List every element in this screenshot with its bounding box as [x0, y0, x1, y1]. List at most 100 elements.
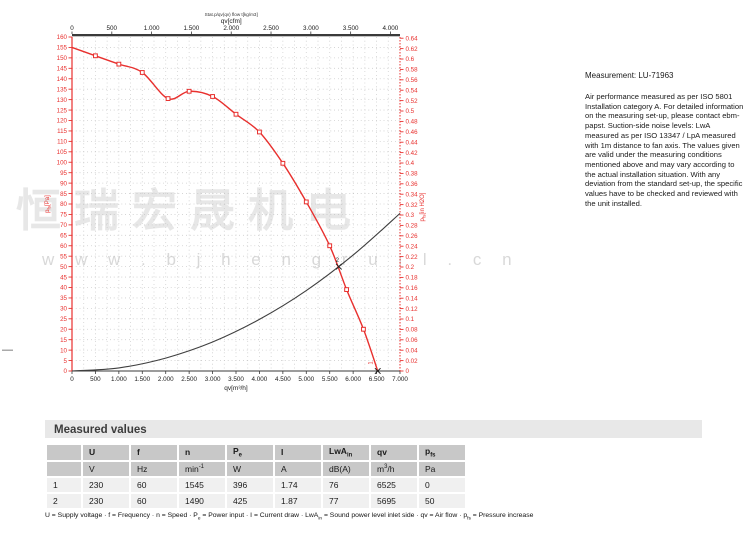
left-tick-label: 140	[57, 76, 68, 83]
left-tick-label: 10	[60, 347, 67, 354]
table-cell: 76	[323, 477, 369, 492]
right-tick-label: 0.52	[406, 98, 419, 105]
left-tick-label: 85	[60, 191, 67, 198]
top-tick-label: 2.000	[223, 25, 239, 32]
bottom-tick-label: 5.000	[298, 376, 314, 383]
bottom-tick-label: 3.500	[228, 376, 244, 383]
left-tick-label: 150	[57, 55, 68, 62]
measurement-note: Measurement: LU-71963 Air performance me…	[585, 71, 745, 209]
bottom-tick-label: 3.000	[205, 376, 221, 383]
curve-marker	[280, 160, 286, 166]
column-header: U	[83, 445, 129, 460]
left-tick-label: 95	[60, 170, 67, 177]
table-cell: 50	[419, 493, 465, 508]
left-tick-label: 20	[60, 326, 67, 333]
measurement-disclaimer: Air performance measured as per ISO 5801…	[585, 92, 744, 208]
unit-header: W	[227, 461, 273, 476]
right-tick-label: 0.56	[406, 77, 419, 84]
left-tick-label: 30	[60, 306, 67, 313]
left-tick-label: 160	[57, 34, 68, 41]
unit-header: m3/h	[371, 461, 417, 476]
right-tick-label: 0.28	[406, 223, 419, 230]
left-tick-label: 45	[60, 274, 67, 281]
table-cell: 0	[419, 477, 465, 492]
curve-marker	[186, 88, 192, 94]
left-tick-label: 5	[64, 358, 68, 365]
right-tick-label: 0.3	[406, 212, 415, 219]
table-cell: 1.74	[275, 477, 321, 492]
left-axis-title: pfs[Pa]	[45, 195, 51, 213]
left-tick-label: 105	[57, 149, 68, 156]
section-title: Measured values	[54, 424, 147, 436]
left-tick-label: 110	[57, 139, 67, 146]
left-tick-label: 125	[57, 107, 68, 114]
right-axis-title: pfs[in H2O]	[420, 192, 426, 221]
operating-point-label: 2	[336, 258, 340, 264]
measured-values-header: Measured values	[45, 420, 702, 438]
left-tick-label: 55	[60, 253, 67, 260]
left-tick-label: 100	[57, 159, 68, 166]
curve-marker	[165, 96, 171, 101]
right-tick-label: 0.32	[406, 202, 419, 209]
left-tick-label: 60	[60, 243, 67, 250]
table-cell: 230	[83, 477, 129, 492]
table-cell: 1490	[179, 493, 225, 508]
right-tick-label: 0.12	[406, 306, 419, 313]
top-tick-label: 1.000	[144, 25, 160, 32]
table-cell: 396	[227, 477, 273, 492]
right-tick-label: 0.64	[406, 35, 419, 42]
curve-marker	[257, 129, 262, 135]
bottom-tick-label: 2.500	[181, 376, 197, 383]
right-tick-label: 0.42	[406, 150, 419, 157]
column-header: pfs	[419, 445, 465, 460]
fan-performance-chart: 恒瑞宏晟机电 w w w . b j h e n g r u i l . c n…	[0, 0, 512, 405]
left-tick-label: 75	[60, 212, 67, 219]
measurement-id: Measurement: LU-71963	[585, 71, 674, 80]
left-tick-label: 0	[64, 368, 68, 375]
right-tick-label: 0.58	[406, 67, 419, 74]
table-cell: 425	[227, 493, 273, 508]
pressure-curve-path	[71, 46, 379, 372]
right-tick-label: 0.18	[406, 275, 419, 282]
top-tick-label: 4.000	[383, 25, 399, 32]
table-cell: 2	[47, 493, 81, 508]
unit-header: Pa	[419, 461, 465, 476]
bottom-tick-label: 2.000	[158, 376, 174, 383]
top-tick-label: 2.500	[263, 25, 279, 32]
left-tick-label: 35	[60, 295, 67, 302]
right-tick-label: 0.24	[406, 243, 419, 250]
curve-marker	[303, 199, 309, 205]
table-row: 2 230 60 1490 425 1.87 77 5695 50	[47, 493, 465, 508]
bottom-tick-label: 6.000	[345, 376, 361, 383]
operating-point-marker	[374, 367, 381, 375]
right-tick-label: 0	[406, 368, 410, 375]
top-tick-label: 500	[107, 25, 118, 32]
unit-header: Hz	[131, 461, 177, 476]
curve-marker	[327, 243, 333, 249]
bottom-tick-label: 4.500	[275, 376, 291, 383]
table-cell: 230	[83, 493, 129, 508]
left-tick-label: 90	[60, 180, 67, 187]
right-tick-label: 0.02	[406, 358, 419, 365]
curve-marker	[210, 94, 215, 99]
right-tick-label: 0.46	[406, 129, 419, 136]
unit-header: V	[83, 461, 129, 476]
curve-marker	[361, 326, 366, 332]
left-tick-label: 145	[57, 66, 68, 73]
table-row: 1 230 60 1545 396 1.74 76 6525 0	[47, 477, 465, 492]
table-cell: 60	[131, 493, 177, 508]
top-tick-label: 1.500	[184, 25, 200, 32]
left-tick-label: 25	[60, 316, 67, 323]
bottom-tick-label: 7.000	[392, 376, 408, 383]
left-tick-label: 50	[60, 264, 67, 271]
right-tick-label: 0.14	[406, 295, 419, 302]
column-header: f	[131, 445, 177, 460]
bottom-tick-label: 6.500	[369, 376, 385, 383]
column-header: qv	[371, 445, 417, 460]
bottom-tick-label: 5.500	[322, 376, 338, 383]
column-header	[47, 445, 81, 460]
right-tick-label: 0.62	[406, 46, 419, 53]
column-header: I	[275, 445, 321, 460]
